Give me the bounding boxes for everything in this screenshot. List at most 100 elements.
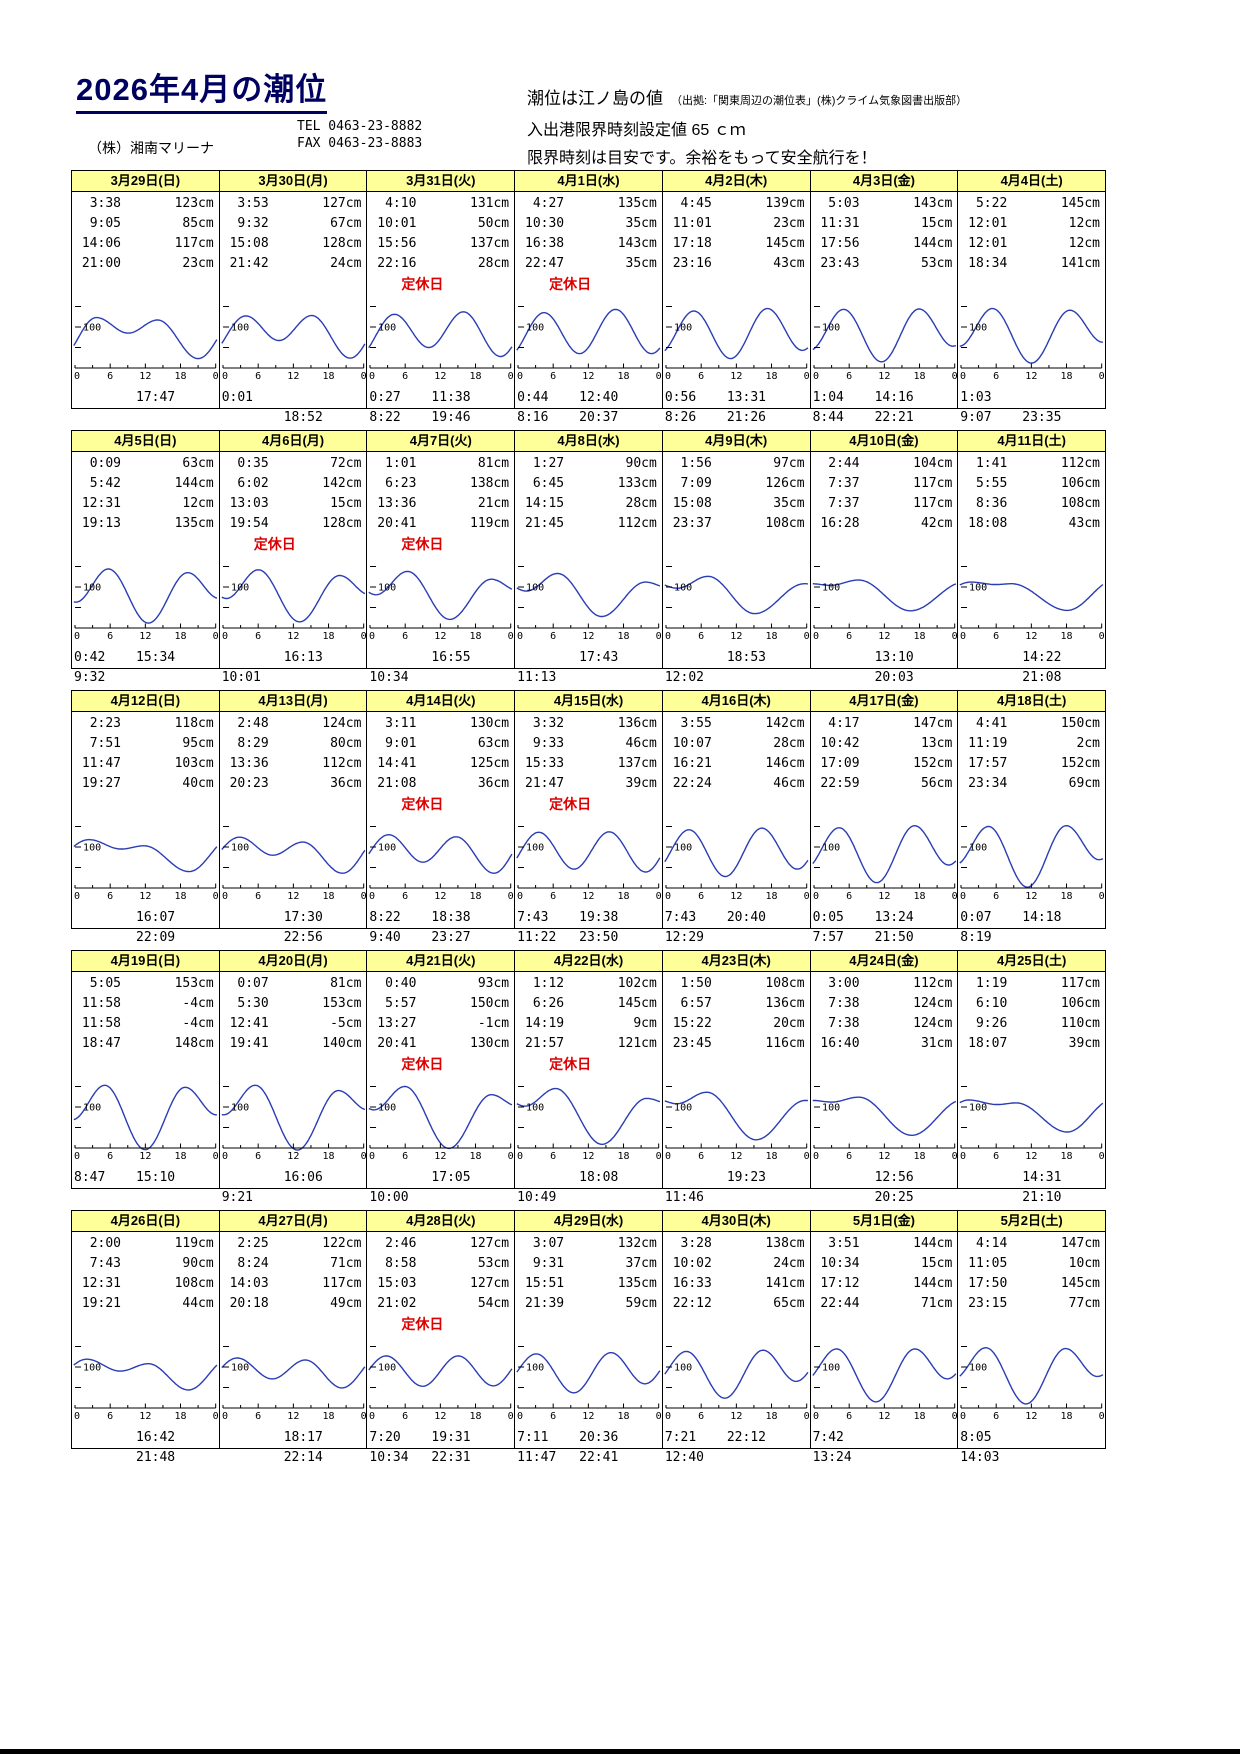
tide-row: 12:31 12cm (77, 494, 214, 514)
tide-extremes-list: 2:48 124cm 8:29 80cm 13:36 112cm 20:23 36cm (220, 712, 367, 794)
svg-text:100: 100 (231, 323, 249, 334)
svg-text:0: 0 (74, 1411, 80, 1422)
svg-text:100: 100 (231, 843, 249, 854)
svg-text:18: 18 (174, 1411, 186, 1422)
limit-times-line1: 1:03 (958, 390, 1105, 408)
tide-extremes-list: 1:01 81cm 6:23 138cm 13:36 21cm 20:41 119cm (367, 452, 514, 534)
limit-times-line1: 7:43 19:38 (515, 910, 662, 928)
tide-curve-svg: 6 12 18 0 100 0 (221, 566, 366, 642)
company-name: （株）湘南マリーナ (88, 140, 214, 156)
svg-text:12: 12 (139, 631, 151, 642)
tide-row: 5:30 153cm (225, 994, 361, 1014)
tide-height: 133cm (617, 476, 657, 491)
day-cell: 3月29日(日) 3:38 123cm 9:05 85cm 14:06 117cm 21:0… (72, 171, 220, 409)
tide-row: 10:34 15cm (816, 1254, 952, 1274)
tide-height: 15cm (920, 216, 953, 231)
tide-time: 10:07 (672, 736, 712, 751)
limit-time: 0:27 (369, 390, 401, 405)
limit-times-line1: 16:13 (220, 650, 367, 668)
limit-time: 10:49 (517, 1190, 557, 1205)
tide-row: 19:13 135cm (77, 514, 214, 534)
svg-text:0: 0 (222, 631, 228, 642)
tide-height: 152cm (1060, 756, 1100, 771)
tide-time: 4:17 (828, 716, 860, 731)
svg-text:100: 100 (674, 323, 692, 334)
tide-height: 130cm (470, 1036, 510, 1051)
day-date-header: 4月1日(水) (515, 171, 662, 192)
svg-text:18: 18 (618, 631, 630, 642)
limit-time: 11:47 (517, 1450, 557, 1465)
tide-height: 37cm (625, 1256, 657, 1271)
tide-height: 90cm (625, 456, 657, 471)
tide-row: 11:58 -4cm (77, 994, 214, 1014)
tide-height: 102cm (617, 976, 657, 991)
tide-height: 117cm (913, 496, 953, 511)
tide-height: 49cm (330, 1296, 362, 1311)
tide-height: 130cm (470, 716, 510, 731)
tide-time: 4:27 (532, 196, 565, 211)
day-cell: 4月11日(土) 1:41 112cm 5:55 106cm 8:36 108cm 18:0… (958, 431, 1106, 685)
tide-row: 3:51 144cm (816, 1234, 953, 1254)
limit-time: 16:42 (136, 1430, 176, 1445)
tide-height: 85cm (182, 216, 214, 231)
svg-text:100: 100 (822, 843, 840, 854)
limit-times-line1: 1:04 14:16 (811, 390, 958, 408)
svg-text:100: 100 (526, 583, 544, 594)
svg-text:0: 0 (813, 371, 819, 382)
tide-time: 16:33 (672, 1276, 712, 1291)
tide-row: 23:45 116cm (668, 1034, 805, 1054)
tide-row: 19:21 44cm (77, 1294, 214, 1314)
holiday-label (72, 274, 219, 294)
tide-row: 2:25 122cm (225, 1234, 361, 1254)
day-date-header: 4月25日(土) (958, 951, 1105, 972)
svg-text:6: 6 (107, 1411, 113, 1422)
limit-time: 14:22 (1022, 650, 1062, 665)
limit-time: 16:07 (136, 910, 176, 925)
svg-text:18: 18 (322, 1151, 334, 1162)
tide-time: 0:35 (237, 456, 269, 471)
tide-time: 10:42 (820, 736, 860, 751)
tide-curve-svg: 6 12 18 0 100 0 (664, 1346, 810, 1422)
limit-time: 23:50 (579, 930, 619, 945)
holiday-label: 定休日 (549, 276, 592, 292)
day-date-header: 4月6日(月) (219, 431, 367, 452)
svg-text:100: 100 (378, 1103, 396, 1114)
day-date-header: 4月20日(月) (219, 951, 367, 972)
day-date-header: 4月13日(月) (219, 691, 367, 712)
limit-times-line2: 7:57 21:50 (811, 930, 958, 948)
tide-height: 9cm (633, 1016, 657, 1031)
limit-time: 10:34 (369, 1450, 409, 1465)
svg-text:6: 6 (550, 371, 556, 382)
tide-curve-svg: 6 12 18 0 100 0 (368, 566, 514, 642)
svg-text:0: 0 (74, 631, 80, 642)
tide-time: 21:42 (229, 256, 269, 271)
tide-height: 144cm (913, 1236, 953, 1251)
tide-time: 11:31 (820, 216, 860, 231)
tide-height: 35cm (773, 496, 805, 511)
tide-chart: 6 12 18 0 100 0 (72, 294, 219, 390)
tide-row: 14:03 117cm (225, 1274, 362, 1294)
tide-height: 36cm (477, 776, 510, 791)
tide-time: 15:03 (377, 1276, 417, 1291)
tide-row: 17:50 145cm (963, 1274, 1100, 1294)
svg-text:0: 0 (508, 631, 514, 642)
week-row: 4月19日(日) 5:05 153cm 11:58 -4cm 11:58 -4cm 18:4… (71, 950, 1106, 1205)
svg-text:100: 100 (674, 1363, 692, 1374)
tide-curve-svg: 6 12 18 0 100 0 (221, 1346, 366, 1422)
tide-height: 141cm (1060, 256, 1100, 271)
tide-extremes-list: 4:45 139cm 11:01 23cm 17:18 145cm 23:16 43cm (663, 192, 810, 274)
svg-text:0: 0 (213, 1151, 219, 1162)
limit-times-line2: 8:16 20:37 (515, 410, 662, 428)
limit-time: 11:13 (517, 670, 557, 685)
tide-height: 12cm (1068, 236, 1100, 251)
tide-height: 95cm (182, 736, 214, 751)
svg-text:0: 0 (222, 1151, 228, 1162)
holiday-label (515, 534, 662, 554)
svg-text:100: 100 (526, 323, 544, 334)
svg-text:100: 100 (822, 323, 840, 334)
tide-extremes-list: 4:17 147cm 10:42 13cm 17:09 152cm 22:59 56cm (811, 712, 958, 794)
limit-times-line2 (72, 1190, 219, 1208)
tide-time: 5:57 (385, 996, 417, 1011)
tide-chart: 6 12 18 0 100 0 (811, 554, 957, 650)
svg-text:0: 0 (213, 891, 219, 902)
